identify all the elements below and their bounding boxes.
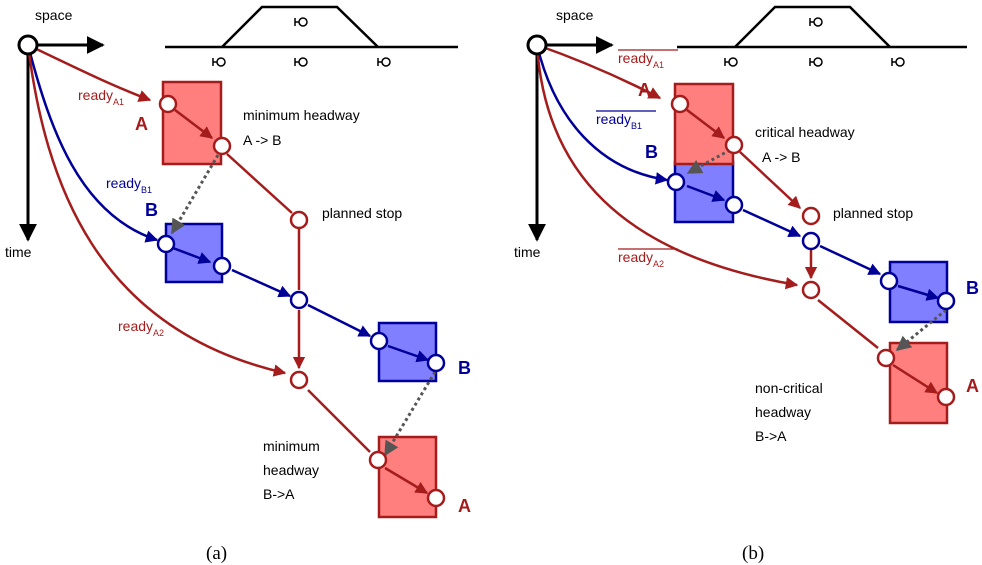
signal-icon — [891, 57, 905, 67]
train-a-label: A — [135, 114, 148, 134]
panel-a: space time — [5, 5, 471, 564]
ready-a1-curve — [27, 43, 152, 102]
train-b-label: B — [645, 142, 658, 162]
train-a-path — [686, 109, 939, 395]
space-axis-label: space — [556, 7, 594, 23]
planned-stop-label: planned stop — [833, 205, 913, 221]
ready-b1-curve — [26, 44, 159, 243]
ready-a1-label: readyA1 — [618, 49, 678, 70]
ready-a1-curve — [536, 43, 662, 100]
headway-ab-label: critical headway — [755, 124, 855, 140]
time-axis-label: time — [5, 244, 32, 260]
headway-ba-label-3: B->A — [263, 486, 295, 502]
train-a-label: A — [458, 496, 471, 516]
train-a-block — [888, 341, 949, 425]
panel-b: space time — [514, 5, 979, 564]
train-a-path — [174, 109, 429, 495]
event-nodes — [526, 34, 956, 407]
svg-text:readyA2: readyA2 — [618, 249, 664, 269]
train-b-block — [164, 222, 224, 284]
ready-b1-label: readyB1 — [106, 175, 152, 195]
headway-ba-label-2: headway — [263, 462, 319, 478]
signal-icon — [377, 57, 391, 67]
ready-b1-label: readyB1 — [596, 110, 656, 131]
signal-icon — [294, 57, 308, 67]
headway-arrow — [383, 371, 437, 457]
headway-ab-label: minimum headway — [243, 107, 360, 123]
train-b-path — [686, 184, 940, 301]
svg-text:readyA1: readyA1 — [618, 50, 664, 70]
time-axis-label: time — [514, 244, 541, 260]
headway-arrow — [170, 154, 220, 235]
train-a-block — [377, 435, 438, 519]
train-b-path — [172, 246, 430, 363]
train-a-label: A — [638, 80, 651, 100]
signal-icon — [809, 57, 823, 67]
headway-arrow — [895, 308, 947, 352]
ready-a2-label: readyA2 — [118, 318, 164, 338]
panel-a-caption: (a) — [206, 543, 227, 564]
origin-node — [526, 34, 548, 56]
headway-ab-direction: A -> B — [762, 149, 801, 165]
ready-a2-curve — [26, 44, 287, 377]
train-b-label: B — [966, 278, 979, 298]
signal-icon — [809, 17, 823, 27]
planned-stop-label: planned stop — [322, 205, 402, 221]
ready-b1-curve — [535, 44, 669, 185]
svg-text:readyB1: readyB1 — [596, 111, 642, 131]
headway-arrow — [686, 148, 731, 175]
event-nodes — [17, 34, 446, 508]
ready-a2-curve — [535, 44, 799, 290]
signal-icon — [294, 17, 308, 27]
signal-icon — [212, 57, 226, 67]
ready-a1-label: readyA1 — [78, 87, 124, 107]
track-schematic — [165, 5, 458, 67]
train-b-label: B — [145, 200, 158, 220]
ready-a2-label: readyA2 — [618, 248, 678, 269]
track-schematic — [677, 5, 967, 67]
space-axis-label: space — [35, 7, 73, 23]
panel-b-caption: (b) — [742, 543, 764, 564]
train-a-label: A — [966, 376, 979, 396]
origin-node — [17, 34, 39, 56]
headway-ba-label-3: B->A — [755, 428, 787, 444]
train-b-label: B — [458, 358, 471, 378]
headway-ba-label-1: non-critical — [755, 380, 823, 396]
signal-icon — [724, 57, 738, 67]
headway-ba-label-1: minimum — [263, 438, 320, 454]
headway-ab-direction: A -> B — [243, 132, 282, 148]
headway-ba-label-2: headway — [755, 404, 811, 420]
